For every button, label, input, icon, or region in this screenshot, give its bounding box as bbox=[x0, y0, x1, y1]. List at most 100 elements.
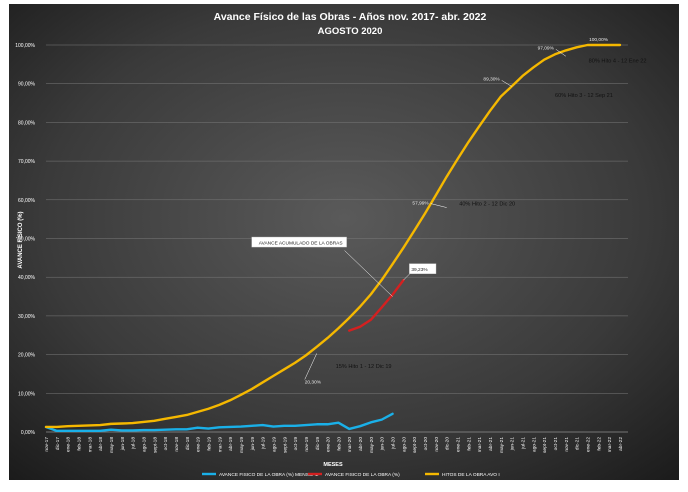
x-tick-label: sept-18 bbox=[152, 437, 158, 453]
annotation-box bbox=[251, 236, 347, 248]
annotation-label: AVANCE ACUMULADO DE LA OBRAS bbox=[259, 241, 343, 247]
x-tick-label: sept-19 bbox=[282, 437, 288, 453]
annotation-label: 20,30% bbox=[305, 379, 322, 385]
x-tick-label: dic-18 bbox=[185, 437, 191, 450]
x-tick-label: feb-21 bbox=[466, 437, 472, 451]
x-tick-label: jul-18 bbox=[131, 437, 137, 450]
x-tick-label: jun-21 bbox=[510, 437, 516, 452]
y-tick-label: 0,00% bbox=[21, 430, 36, 436]
x-tick-label: ene-20 bbox=[326, 437, 332, 452]
x-tick-label: nov-17 bbox=[44, 437, 50, 452]
x-tick-label: oct-19 bbox=[293, 437, 299, 451]
x-tick-label: oct-20 bbox=[423, 437, 429, 451]
x-axis: nov-17 dic-17 ene-18 feb-18 mar-18 abr-18 may-… bbox=[44, 431, 628, 453]
annotation-label: 100,00% bbox=[589, 37, 609, 43]
y-axis-label: AVANCE FÍSICO (%) bbox=[16, 211, 24, 268]
x-tick-label: nov-18 bbox=[174, 437, 180, 452]
series-line bbox=[44, 412, 394, 433]
annotation-label: 89,30% bbox=[483, 76, 500, 82]
x-tick-label: abr-18 bbox=[98, 437, 104, 451]
x-tick-label: jun-19 bbox=[250, 437, 256, 452]
x-tick-label: feb-18 bbox=[76, 437, 82, 451]
x-tick-label: ene-22 bbox=[586, 437, 592, 452]
annotation-leader bbox=[304, 353, 317, 380]
x-tick-label: jul-19 bbox=[261, 437, 267, 450]
chart-title: Avance Físico de las Obras - Años nov. 2… bbox=[214, 11, 487, 23]
legend-entry: HITOS DE LA OBRA AVO I bbox=[442, 472, 500, 478]
series-group bbox=[44, 43, 622, 433]
y-tick-label: 70,00% bbox=[18, 159, 36, 165]
x-tick-label: oct-21 bbox=[553, 437, 559, 451]
x-tick-label: jun-20 bbox=[380, 437, 386, 452]
y-tick-label: 20,00% bbox=[18, 353, 36, 359]
x-tick-label: mar-20 bbox=[347, 437, 353, 453]
x-tick-label: dic-19 bbox=[315, 437, 321, 450]
annotation-label: 39,23% bbox=[411, 267, 428, 273]
y-tick-label: 60,00% bbox=[18, 198, 36, 204]
milestone-label: 80% Hito 4 - 12 Ene 22 bbox=[589, 58, 647, 64]
x-tick-label: may-20 bbox=[369, 437, 375, 453]
x-tick-label: ene-21 bbox=[456, 437, 462, 452]
y-axis: 0,00% 10,00% 20,00% 30,00% 40,00% 50,00% 60,00… bbox=[15, 43, 35, 436]
annotations-group: AVANCE ACUMULADO DE LA OBRAS 39,23% 20,30%… bbox=[251, 37, 647, 385]
x-tick-label: nov-20 bbox=[434, 437, 440, 452]
y-tick-label: 80,00% bbox=[18, 120, 36, 126]
x-tick-label: ago-20 bbox=[401, 437, 407, 452]
milestone-label: 15% Hito 1 - 12 Dic 19 bbox=[336, 364, 392, 370]
y-tick-label: 10,00% bbox=[18, 391, 36, 397]
y-tick-label: 40,00% bbox=[18, 275, 36, 281]
annotation-leader bbox=[403, 273, 411, 281]
annotation-box bbox=[409, 263, 437, 274]
x-tick-label: jul-21 bbox=[521, 437, 527, 450]
x-tick-label: feb-22 bbox=[596, 437, 602, 451]
x-tick-label: ago-19 bbox=[271, 437, 277, 452]
x-tick-label: mar-22 bbox=[607, 437, 613, 453]
annotation-label: 57,99% bbox=[412, 201, 429, 207]
x-tick-label: abr-21 bbox=[488, 437, 494, 451]
x-tick-label: jul-20 bbox=[391, 437, 397, 450]
legend-entry: AVANCE FISICO DE LA OBRA (%) bbox=[325, 472, 400, 478]
legend: AVANCE FISICO DE LA OBRA (%) MENSUAL AVAN… bbox=[202, 472, 500, 478]
series-line bbox=[44, 43, 622, 429]
gridlines bbox=[46, 44, 628, 433]
x-tick-label: abr-22 bbox=[618, 437, 624, 451]
x-tick-label: jun-18 bbox=[120, 437, 126, 452]
x-tick-label: dic-21 bbox=[575, 437, 581, 450]
x-axis-label: MESES bbox=[323, 462, 343, 468]
y-tick-label: 50,00% bbox=[18, 237, 36, 243]
x-tick-label: dic-20 bbox=[445, 437, 451, 450]
x-tick-label: nov-19 bbox=[304, 437, 310, 452]
annotation-leader bbox=[344, 250, 393, 297]
annotation-leader bbox=[501, 80, 512, 87]
x-tick-label: abr-19 bbox=[228, 437, 234, 451]
x-tick-label: may-21 bbox=[499, 437, 505, 453]
x-tick-label: may-18 bbox=[109, 437, 115, 453]
x-tick-label: ago-18 bbox=[141, 437, 147, 452]
annotation-label: 97,09% bbox=[538, 45, 555, 51]
x-tick-label: abr-20 bbox=[358, 437, 364, 451]
legend-entry: AVANCE FISICO DE LA OBRA (%) MENSUAL bbox=[219, 472, 319, 478]
x-tick-label: mar-21 bbox=[477, 437, 483, 453]
x-tick-label: feb-20 bbox=[336, 437, 342, 451]
y-tick-label: 90,00% bbox=[18, 82, 36, 88]
x-tick-label: dic-17 bbox=[55, 437, 61, 450]
x-tick-label: nov-21 bbox=[564, 437, 570, 452]
x-tick-label: sept-21 bbox=[542, 437, 548, 453]
x-tick-label: mar-18 bbox=[87, 437, 93, 453]
x-tick-label: ene-19 bbox=[196, 437, 202, 452]
series-line bbox=[348, 278, 405, 332]
y-tick-label: 100,00% bbox=[15, 43, 35, 49]
x-tick-label: oct-18 bbox=[163, 437, 169, 451]
x-tick-label: ago-21 bbox=[531, 437, 537, 452]
y-tick-label: 30,00% bbox=[18, 314, 36, 320]
chart-subtitle: AGOSTO 2020 bbox=[318, 26, 383, 37]
milestone-label: 40% Hito 2 - 12 Dic 20 bbox=[459, 202, 515, 208]
x-tick-label: mar-19 bbox=[217, 437, 223, 453]
annotation-leader bbox=[430, 203, 447, 208]
x-tick-label: ene-18 bbox=[66, 437, 72, 452]
x-tick-label: feb-19 bbox=[206, 437, 212, 451]
annotation-leader bbox=[555, 49, 566, 57]
x-tick-label: sept-20 bbox=[412, 437, 418, 453]
